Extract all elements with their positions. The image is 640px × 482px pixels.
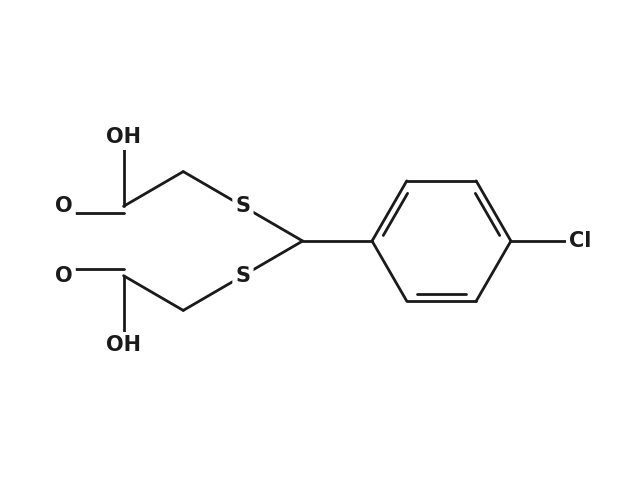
Text: Cl: Cl — [569, 231, 591, 251]
Text: S: S — [236, 196, 250, 216]
Text: O: O — [55, 196, 73, 216]
Text: O: O — [55, 266, 73, 286]
Text: OH: OH — [106, 127, 141, 147]
Text: OH: OH — [106, 335, 141, 355]
Text: S: S — [236, 266, 250, 286]
